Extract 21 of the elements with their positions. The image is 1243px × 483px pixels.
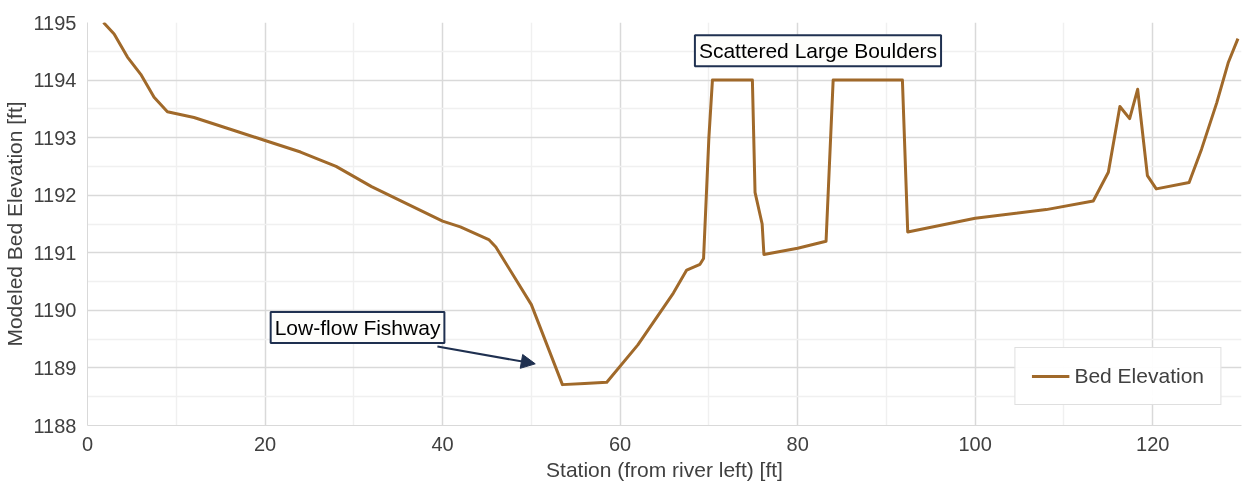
x-tick-label: 60 — [608, 432, 632, 455]
x-tick-label: 0 — [81, 432, 94, 455]
y-tick-label: 1191 — [33, 241, 77, 264]
y-tick-label: 1195 — [33, 11, 77, 34]
y-tick-label: 1188 — [33, 414, 77, 437]
x-tick-label: 20 — [253, 432, 277, 455]
y-axis-title: Modeled Bed Elevation [ft] — [3, 101, 27, 347]
legend-label: Bed Elevation — [1074, 364, 1204, 388]
y-tick-label: 1189 — [33, 356, 77, 379]
x-tick-label: 100 — [958, 432, 992, 455]
x-axis-title: Station (from river left) [ft] — [546, 457, 783, 481]
x-tick-label: 40 — [431, 432, 454, 455]
x-tick-label: 120 — [1136, 432, 1170, 455]
annotation: Low-flow Fishway — [274, 316, 441, 340]
x-tick-label: 80 — [786, 432, 809, 455]
annotation: Scattered Large Boulders — [698, 39, 938, 63]
y-tick-label: 1193 — [33, 126, 77, 149]
y-tick-label: 1190 — [33, 299, 77, 322]
y-tick-label: 1192 — [33, 184, 77, 207]
y-tick-label: 1194 — [33, 69, 77, 92]
line-series — [101, 22, 1240, 387]
